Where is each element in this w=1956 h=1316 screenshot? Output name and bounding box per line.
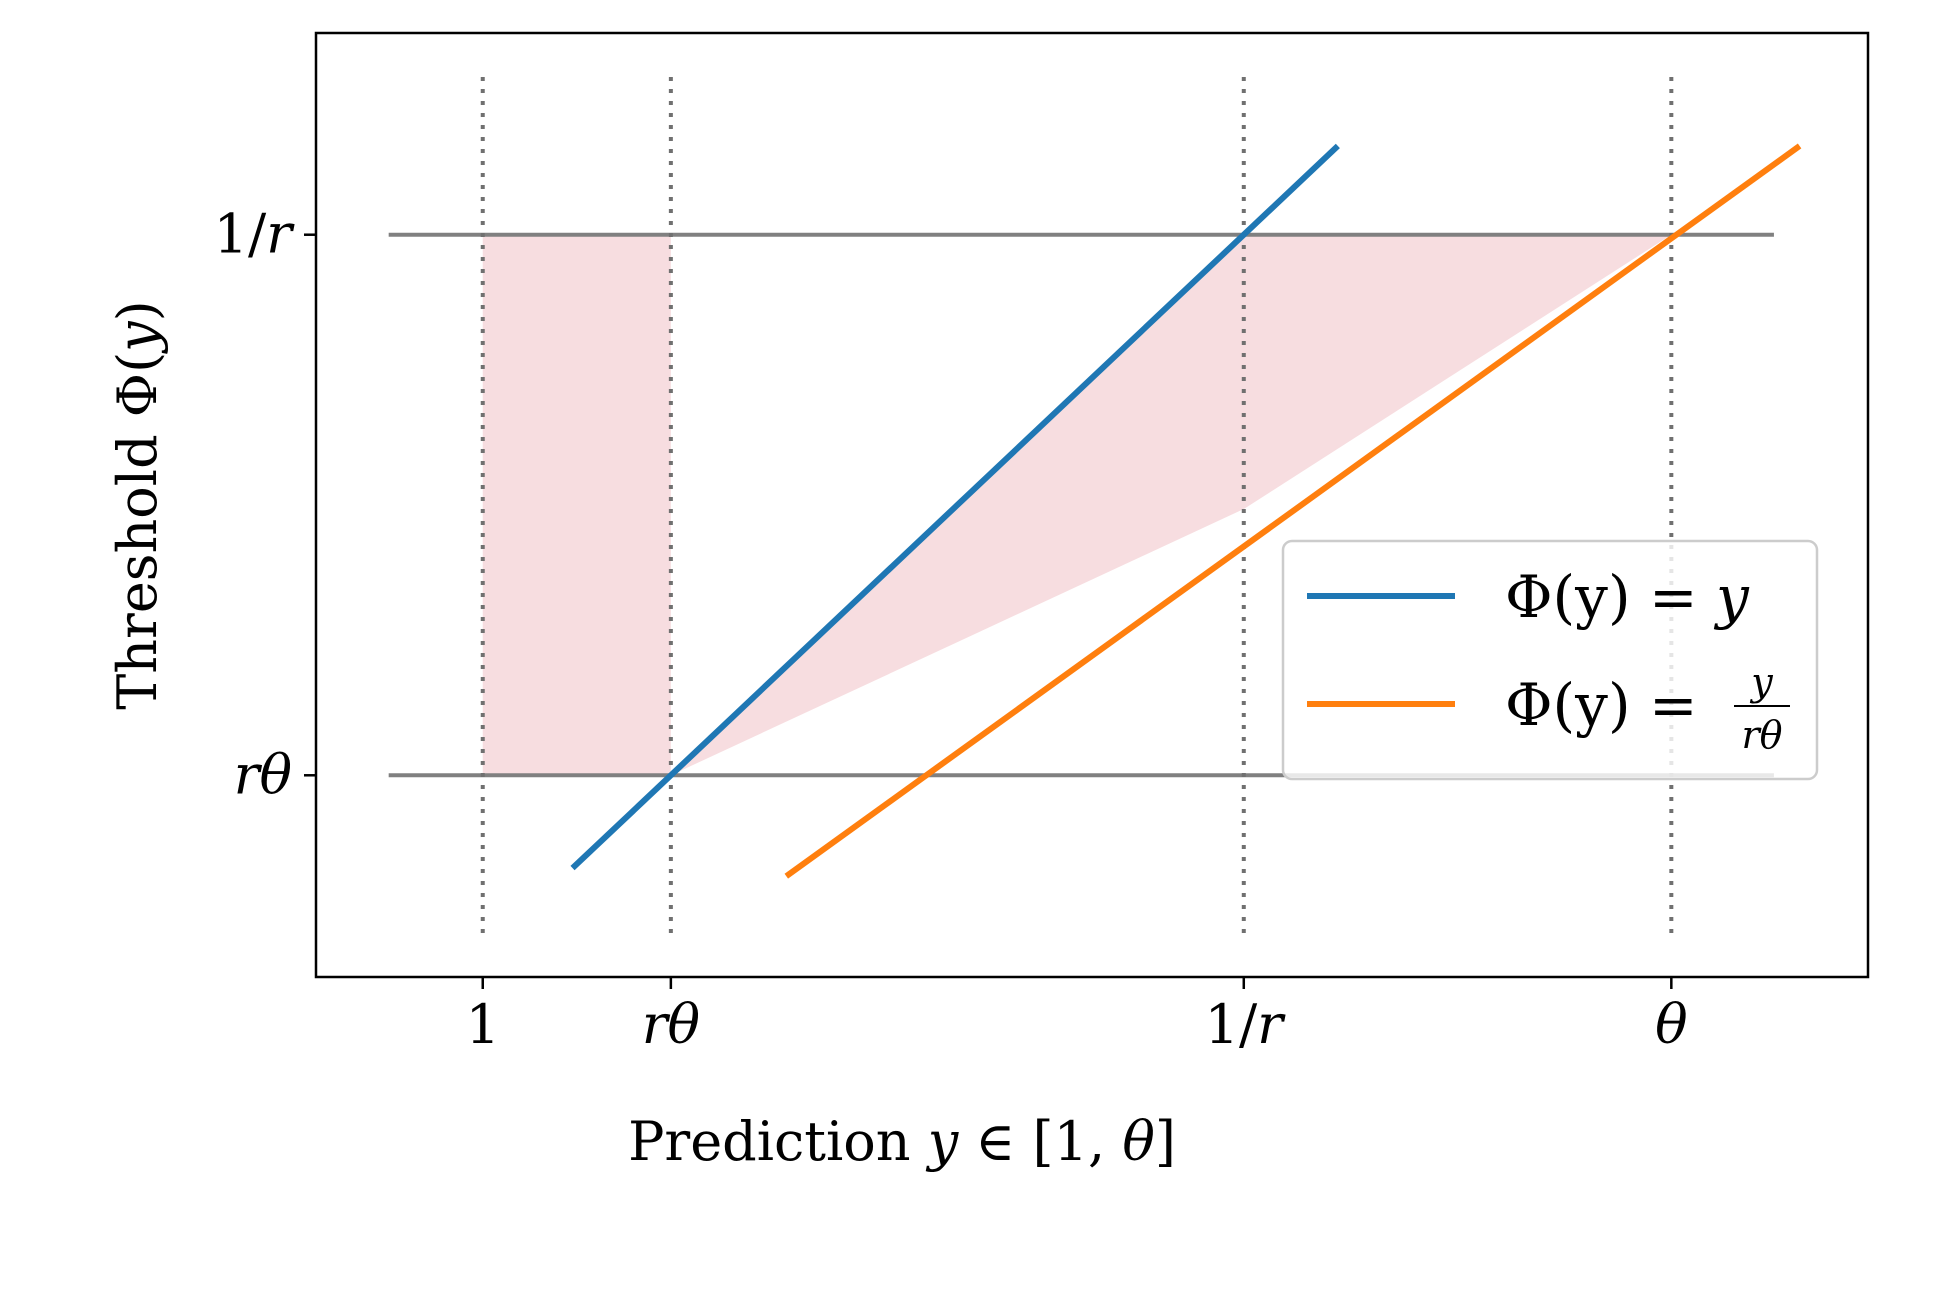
x-tick-label-1: rθ <box>642 993 700 1056</box>
x-axis-label: Prediction y ∈ [1, θ] <box>628 1110 1176 1173</box>
legend-fraction-denominator: rθ <box>1741 713 1782 757</box>
legend-label-scaled: Φ(y) = <box>1505 671 1698 739</box>
series-line-1 <box>784 143 1802 879</box>
y-axis-label: Threshold Φ(y) <box>106 300 169 710</box>
x-axis-ticks: 1 rθ 1/r θ <box>466 977 1688 1056</box>
y-tick-label-0: rθ <box>234 743 292 806</box>
x-tick-label-2: 1/r <box>1205 993 1287 1056</box>
y-axis-ticks: rθ 1/r <box>214 203 316 806</box>
legend-fraction-numerator: y <box>1749 660 1773 704</box>
series-line-0 <box>570 143 1340 871</box>
y-tick-label-1: 1/r <box>214 203 296 266</box>
legend-label-identity: Φ(y) = y <box>1505 563 1750 631</box>
x-tick-label-3: θ <box>1655 993 1688 1056</box>
legend-box <box>1281 539 1819 781</box>
shaded-regions <box>482 234 1672 776</box>
series-lines <box>570 143 1802 879</box>
shaded-region-1 <box>670 234 1672 776</box>
x-tick-label-0: 1 <box>466 993 500 1056</box>
legend: Φ(y) = y Φ(y) = y rθ <box>1281 539 1819 781</box>
plot-frame <box>314 31 1870 979</box>
shaded-region-0 <box>482 234 671 776</box>
